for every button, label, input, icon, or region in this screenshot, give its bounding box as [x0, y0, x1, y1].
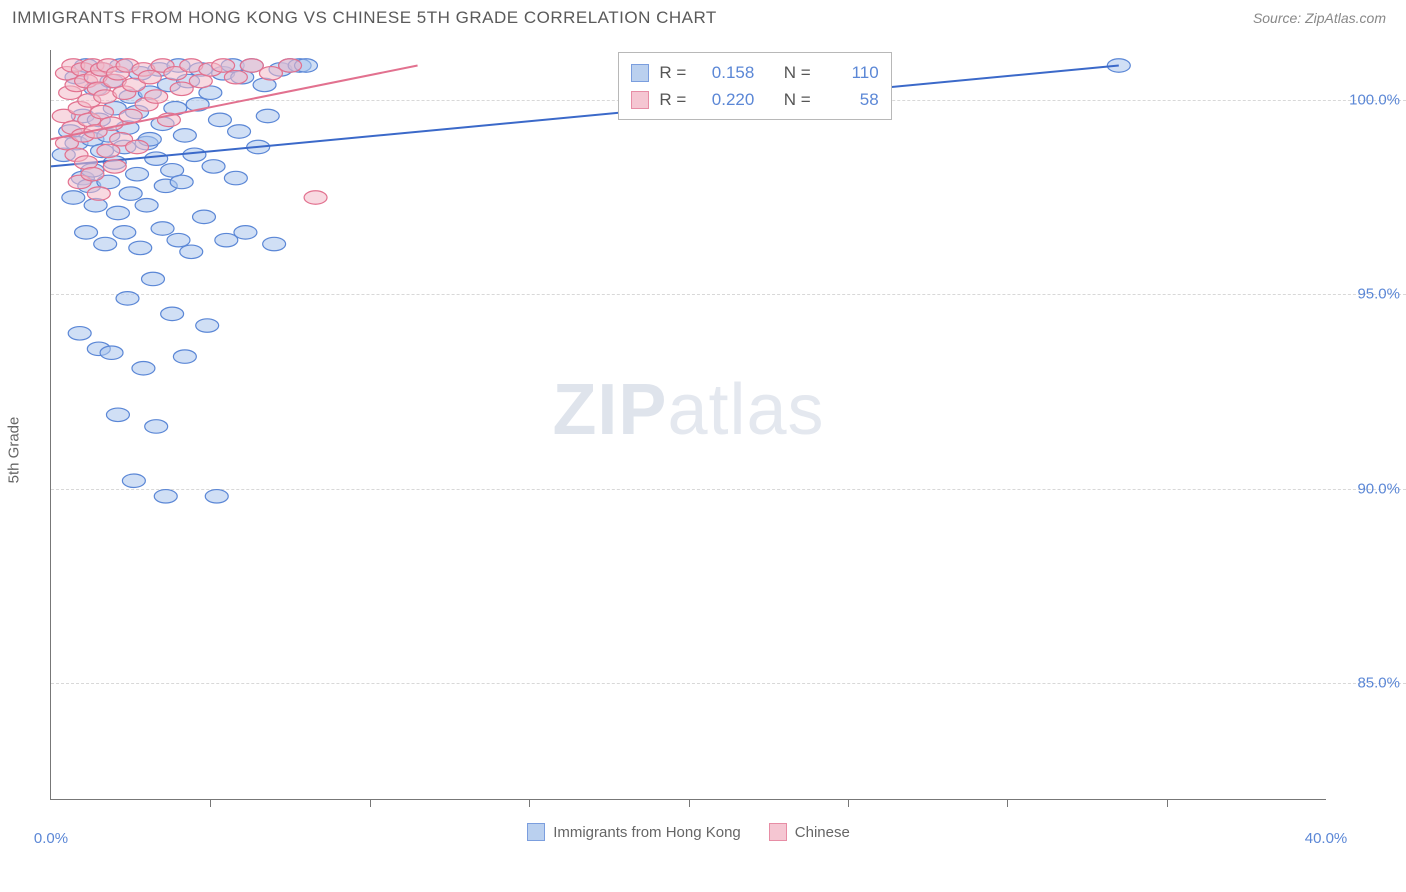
data-point-hk	[151, 222, 174, 235]
data-point-hk	[62, 191, 85, 204]
scatter-svg	[51, 50, 1326, 799]
stats-box: R = 0.158 N = 110 R = 0.220 N = 58	[618, 52, 891, 120]
stats-n-value: 58	[821, 86, 879, 113]
title-bar: IMMIGRANTS FROM HONG KONG VS CHINESE 5TH…	[0, 0, 1406, 40]
data-point-cn	[240, 59, 263, 72]
data-point-hk	[202, 160, 225, 173]
data-point-hk	[173, 129, 196, 142]
data-point-cn	[138, 70, 161, 83]
data-point-hk	[180, 245, 203, 258]
stats-r-label: R =	[659, 86, 686, 113]
y-tick-label: 95.0%	[1357, 286, 1400, 303]
data-point-cn	[81, 167, 104, 180]
legend-label-cn: Chinese	[795, 824, 850, 841]
data-point-hk	[119, 187, 142, 200]
data-point-hk	[106, 206, 129, 219]
x-tick	[848, 799, 849, 807]
data-point-hk	[113, 226, 136, 239]
data-point-hk	[106, 408, 129, 421]
data-point-hk	[75, 226, 98, 239]
data-point-hk	[224, 171, 247, 184]
stats-r-label: R =	[659, 59, 686, 86]
y-axis-label: 5th Grade	[6, 417, 23, 484]
data-point-cn	[145, 90, 168, 103]
data-point-hk	[170, 175, 193, 188]
stats-r-value: 0.220	[696, 86, 754, 113]
stats-swatch-cn	[631, 91, 649, 109]
data-point-hk	[129, 241, 152, 254]
data-point-hk	[100, 346, 123, 359]
data-point-cn	[170, 82, 193, 95]
data-point-cn	[126, 140, 149, 153]
chart-title: IMMIGRANTS FROM HONG KONG VS CHINESE 5TH…	[12, 8, 717, 28]
y-tick-label: 85.0%	[1357, 674, 1400, 691]
data-point-hk	[234, 226, 257, 239]
data-point-hk	[132, 361, 155, 374]
data-point-hk	[208, 113, 231, 126]
data-point-hk	[145, 152, 168, 165]
data-point-hk	[196, 319, 219, 332]
legend: Immigrants from Hong Kong Chinese	[51, 823, 1326, 841]
source-text: Source: ZipAtlas.com	[1253, 10, 1386, 26]
stats-n-label: N =	[784, 86, 811, 113]
data-point-hk	[68, 327, 91, 340]
data-point-hk	[193, 210, 216, 223]
data-point-hk	[161, 307, 184, 320]
data-point-hk	[183, 148, 206, 161]
data-point-cn	[212, 59, 235, 72]
x-tick	[1007, 799, 1008, 807]
data-point-cn	[103, 160, 126, 173]
x-tick	[370, 799, 371, 807]
x-tick	[529, 799, 530, 807]
stats-r-value: 0.158	[696, 59, 754, 86]
legend-item-hk: Immigrants from Hong Kong	[527, 823, 741, 841]
legend-label-hk: Immigrants from Hong Kong	[553, 824, 741, 841]
data-point-hk	[122, 474, 145, 487]
data-point-hk	[145, 420, 168, 433]
data-point-hk	[215, 233, 238, 246]
data-point-hk	[228, 125, 251, 138]
data-point-cn	[304, 191, 327, 204]
data-point-hk	[167, 233, 190, 246]
y-tick-label: 100.0%	[1349, 92, 1400, 109]
y-tick-label: 90.0%	[1357, 480, 1400, 497]
x-tick	[1167, 799, 1168, 807]
legend-swatch-cn	[769, 823, 787, 841]
data-point-hk	[142, 272, 165, 285]
stats-row-hk: R = 0.158 N = 110	[631, 59, 878, 86]
stats-n-value: 110	[821, 59, 879, 86]
x-tick	[210, 799, 211, 807]
stats-n-label: N =	[784, 59, 811, 86]
stats-swatch-hk	[631, 64, 649, 82]
data-point-hk	[94, 237, 117, 250]
data-point-hk	[173, 350, 196, 363]
data-point-hk	[126, 167, 149, 180]
data-point-hk	[263, 237, 286, 250]
stats-row-cn: R = 0.220 N = 58	[631, 86, 878, 113]
legend-item-cn: Chinese	[769, 823, 850, 841]
data-point-cn	[224, 70, 247, 83]
data-point-hk	[205, 490, 228, 503]
data-point-cn	[259, 67, 282, 80]
data-point-cn	[279, 59, 302, 72]
legend-swatch-hk	[527, 823, 545, 841]
plot-area: ZIPatlas 100.0%95.0%90.0%85.0%0.0%40.0%R…	[50, 50, 1326, 800]
data-point-hk	[116, 292, 139, 305]
chart-wrap: 5th Grade ZIPatlas 100.0%95.0%90.0%85.0%…	[0, 40, 1406, 860]
data-point-hk	[135, 198, 158, 211]
data-point-cn	[87, 187, 110, 200]
data-point-hk	[256, 109, 279, 122]
data-point-hk	[154, 490, 177, 503]
x-tick	[689, 799, 690, 807]
data-point-cn	[97, 144, 120, 157]
